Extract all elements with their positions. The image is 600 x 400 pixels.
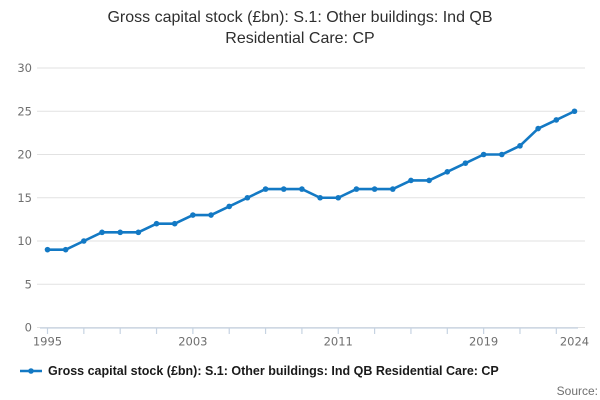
- data-point: [280, 186, 287, 192]
- data-point: [535, 125, 541, 132]
- y-tick-label: 20: [17, 148, 32, 162]
- data-point: [371, 186, 378, 192]
- data-point: [171, 220, 178, 227]
- data-point: [462, 160, 469, 166]
- y-tick-label: 25: [17, 104, 32, 118]
- data-point: [244, 194, 251, 201]
- data-point: [99, 229, 105, 236]
- chart-title: Gross capital stock (£bn): S.1: Other bu…: [0, 7, 600, 49]
- legend-label: Gross capital stock (£bn): S.1: Other bu…: [48, 364, 499, 378]
- data-point: [389, 186, 396, 192]
- x-tick-label: 2003: [178, 335, 207, 349]
- data-point: [299, 186, 305, 192]
- x-tick-label: 2019: [469, 335, 498, 349]
- data-point: [208, 212, 214, 218]
- data-point: [499, 151, 505, 158]
- chart-title-line2: Residential Care: CP: [225, 30, 375, 47]
- data-point: [444, 169, 451, 175]
- data-point: [117, 229, 123, 236]
- data-point: [408, 177, 414, 184]
- series-line: [46, 109, 576, 251]
- data-point: [44, 246, 51, 253]
- data-point: [480, 151, 487, 158]
- x-tick-label: 1995: [33, 335, 62, 349]
- x-tick-label: 2024: [560, 335, 589, 349]
- data-point: [335, 194, 342, 201]
- y-tick-label: 5: [25, 277, 32, 291]
- data-point: [353, 186, 360, 192]
- data-point: [426, 177, 432, 184]
- source-note: Source:: [556, 384, 598, 398]
- x-tick-label: 2011: [324, 335, 353, 349]
- y-tick-label: 30: [17, 61, 32, 75]
- data-point: [517, 143, 523, 149]
- data-point: [81, 238, 87, 244]
- y-tick-label: 10: [17, 234, 32, 248]
- data-point: [262, 186, 269, 192]
- legend-line-icon: [20, 368, 42, 374]
- chart-title-line1: Gross capital stock (£bn): S.1: Other bu…: [107, 9, 493, 26]
- data-point: [317, 194, 323, 201]
- legend-item[interactable]: Gross capital stock (£bn): S.1: Other bu…: [20, 364, 499, 378]
- data-point: [190, 212, 196, 218]
- y-tick-label: 15: [17, 191, 32, 205]
- data-point: [553, 117, 560, 123]
- data-point: [62, 246, 69, 253]
- data-point: [135, 229, 142, 236]
- data-point: [226, 203, 233, 210]
- y-tick-label: 0: [25, 321, 32, 335]
- data-point: [571, 108, 578, 115]
- data-point: [153, 220, 160, 227]
